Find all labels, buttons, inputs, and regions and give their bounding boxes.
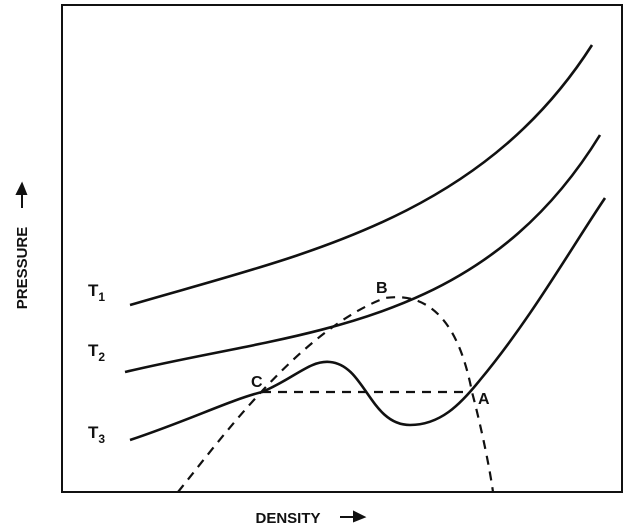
isotherm-t2 xyxy=(124,134,602,374)
curve-label-sub: 3 xyxy=(98,432,105,446)
y-axis-label: PRESSURE xyxy=(14,227,31,310)
frame xyxy=(61,4,623,493)
curve-label: T1 xyxy=(88,281,105,304)
point-label: C xyxy=(251,374,263,391)
curve-label-sub: 1 xyxy=(98,290,105,304)
point-label: B xyxy=(376,280,388,297)
curve-label-sub: 2 xyxy=(98,350,105,364)
x-axis-label: DENSITY xyxy=(255,510,320,525)
curve-label-main: T xyxy=(88,281,99,300)
curve-label-main: T xyxy=(88,341,99,360)
point-label: A xyxy=(478,391,490,408)
isotherm-t1 xyxy=(129,44,594,307)
curve-label: T3 xyxy=(88,423,105,446)
isotherm-t3 xyxy=(129,197,607,442)
curve-label: T2 xyxy=(88,341,105,364)
curve-label-main: T xyxy=(88,423,99,442)
x-axis-arrow xyxy=(340,510,367,523)
coexistence-dome xyxy=(177,296,495,493)
y-axis-arrow xyxy=(15,181,28,208)
